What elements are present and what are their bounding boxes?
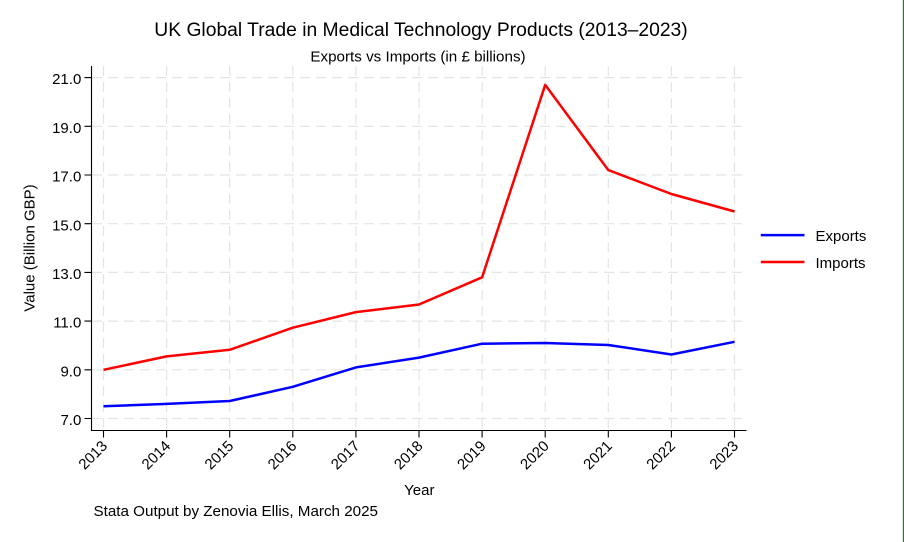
- svg-text:Value (Billion GBP): Value (Billion GBP): [21, 184, 38, 311]
- svg-text:7.0: 7.0: [60, 412, 81, 429]
- svg-text:17.0: 17.0: [52, 169, 81, 186]
- svg-text:Stata Output by Zenovia Ellis,: Stata Output by Zenovia Ellis, March 202…: [94, 503, 379, 520]
- svg-text:9.0: 9.0: [60, 363, 81, 380]
- svg-text:Exports vs Imports (in £ billi: Exports vs Imports (in £ billions): [310, 49, 525, 66]
- svg-text:19.0: 19.0: [52, 120, 81, 137]
- svg-text:15.0: 15.0: [52, 217, 81, 234]
- svg-text:11.0: 11.0: [53, 315, 81, 332]
- svg-text:Exports: Exports: [816, 228, 867, 245]
- svg-text:UK Global Trade in Medical Tec: UK Global Trade in Medical Technology Pr…: [154, 20, 687, 41]
- svg-text:13.0: 13.0: [52, 266, 81, 283]
- svg-text:21.0: 21.0: [52, 71, 81, 88]
- svg-text:Imports: Imports: [816, 255, 866, 272]
- svg-text:Year: Year: [404, 482, 434, 499]
